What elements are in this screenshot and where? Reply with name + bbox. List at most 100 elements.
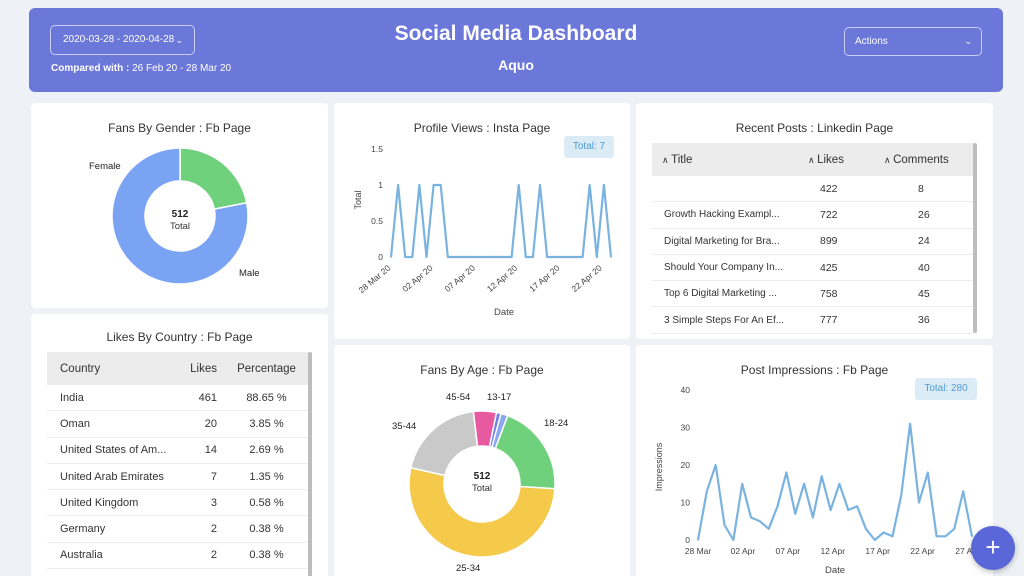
x-tick-label: 17 Apr — [865, 546, 890, 556]
country-percentage: 1.35 % — [249, 470, 284, 483]
x-tick-label: 02 Apr 20 — [400, 263, 435, 294]
plus-icon: + — [985, 532, 1001, 562]
legend-female: Female — [89, 161, 121, 172]
table-row[interactable]: United Kingdom 3 0.58 % — [47, 490, 308, 517]
post-title: Growth Hacking Exampl... — [664, 209, 780, 221]
column-country[interactable]: Country — [60, 362, 101, 375]
data-point — [588, 184, 591, 186]
data-point — [425, 256, 428, 258]
sort-icon: ∧ — [808, 154, 818, 165]
data-point — [962, 490, 964, 493]
data-point — [803, 482, 805, 485]
y-tick-label: 10 — [681, 498, 691, 508]
x-tick-label: 22 Apr — [910, 546, 935, 556]
x-tick-label: 17 Apr 20 — [527, 263, 562, 294]
x-axis-label: Date — [494, 307, 514, 318]
actions-dropdown[interactable]: Actions ⌄ — [844, 27, 982, 56]
x-tick-label: 28 Mar — [685, 546, 712, 556]
data-point — [812, 516, 814, 519]
data-point — [776, 505, 779, 508]
add-button[interactable]: + — [971, 526, 1015, 570]
y-tick-label: 0.5 — [371, 216, 383, 226]
table-row[interactable]: Australia 2 0.38 % — [47, 543, 308, 570]
column-likes[interactable]: ∧ Likes — [808, 153, 844, 166]
table-row[interactable]: Germany 2 0.38 % — [47, 516, 308, 543]
card-title: Profile Views : Insta Page — [413, 121, 551, 135]
label-35-44: 35-44 — [392, 421, 416, 432]
slice-25-34[interactable] — [408, 466, 556, 558]
data-point — [553, 256, 556, 258]
data-point — [581, 256, 584, 258]
country-percentage: 88.65 % — [246, 391, 287, 404]
table-row[interactable]: Digital Marketing for Bra... 899 24 — [652, 229, 973, 255]
compared-with: Compared with : 26 Feb 20 - 28 Mar 20 — [51, 63, 231, 74]
compared-range: 26 Feb 20 - 28 Mar 20 — [132, 63, 232, 74]
data-point — [697, 539, 699, 541]
data-point — [603, 184, 605, 186]
data-point — [767, 527, 770, 530]
data-point — [596, 256, 598, 258]
x-axis-label: Date — [825, 565, 845, 576]
country-likes: 7 — [210, 470, 217, 483]
data-point — [439, 184, 442, 186]
table-row[interactable]: Should Your Company In... 425 40 — [652, 255, 973, 282]
card-title: Likes By Country : Fb Page — [106, 330, 253, 344]
x-tick-label: 12 Apr — [820, 546, 845, 556]
data-point — [935, 535, 938, 538]
legend-male: Male — [239, 268, 260, 279]
slice-55-64[interactable] — [488, 411, 502, 449]
data-point — [503, 256, 506, 258]
slice-35-44[interactable] — [409, 410, 479, 477]
table-row[interactable]: Growth Hacking Exampl... 722 26 — [652, 202, 973, 229]
table-row[interactable]: India 461 88.65 % — [47, 385, 308, 412]
total-label: Total — [472, 483, 492, 494]
label-45-54: 45-54 — [446, 392, 470, 403]
recent-posts-table: ∧ Title ∧ Likes ∧ Comments 422 8 Growth Ha… — [652, 143, 973, 334]
x-tick-label: 12 Apr 20 — [485, 263, 520, 294]
data-point — [873, 539, 876, 541]
data-point — [532, 256, 534, 258]
profile-views-card: Profile Views : Insta Page Total: 7 Tota… — [334, 103, 630, 339]
label-18-24: 18-24 — [544, 418, 568, 429]
card-title: Fans By Gender : Fb Page — [108, 121, 251, 135]
table-row[interactable]: Oman 20 3.85 % — [47, 411, 308, 438]
scrollbar[interactable] — [973, 143, 977, 333]
card-title: Post Impressions : Fb Page — [740, 363, 889, 377]
country-likes: 14 — [204, 444, 217, 457]
total-label: Total — [170, 221, 190, 232]
post-comments: 8 — [918, 182, 924, 195]
data-point — [510, 256, 513, 258]
post-impressions-card: Post Impressions : Fb Page Total: 280 Im… — [636, 345, 993, 576]
country-name: United Kingdom — [60, 496, 139, 509]
data-point — [525, 256, 527, 258]
series-line — [389, 183, 613, 259]
y-tick-label: 40 — [681, 385, 691, 395]
country-likes: 2 — [210, 523, 217, 536]
post-title: Digital Marketing for Bra... — [664, 235, 780, 247]
post-comments: 26 — [918, 208, 930, 221]
fans-by-age-card: Fans By Age : Fb Page 512 Total 45-54 13… — [334, 345, 630, 576]
post-likes: 722 — [820, 208, 838, 221]
table-row[interactable]: United States of Am... 14 2.69 % — [47, 438, 308, 464]
column-title[interactable]: ∧ Title — [662, 153, 693, 166]
table-row[interactable]: 422 8 — [652, 176, 973, 203]
slice-male[interactable] — [111, 147, 249, 285]
total-value: 512 — [474, 471, 491, 482]
chevron-down-icon: ⌄ — [964, 36, 972, 46]
table-row[interactable]: Top 6 Digital Marketing ... 758 45 — [652, 281, 973, 308]
data-point — [723, 524, 726, 526]
table-row[interactable]: United Arab Emirates 7 1.35 % — [47, 464, 308, 491]
column-percentage[interactable]: Percentage — [237, 362, 296, 375]
table-row[interactable]: Canada20.38 % — [47, 569, 308, 576]
column-comments[interactable]: ∧ Comments — [884, 153, 949, 166]
table-row[interactable]: 3 Simple Steps For An Ef... 777 36 — [652, 307, 973, 334]
x-tick-label: 27 Apr — [955, 546, 980, 556]
column-likes[interactable]: Likes — [190, 362, 217, 375]
data-point — [539, 184, 541, 186]
x-tick-label: 28 Mar 20 — [357, 263, 393, 295]
date-range-picker[interactable]: 2020-03-28 - 2020-04-28 ⌄ — [50, 25, 195, 55]
slice-female[interactable] — [179, 147, 248, 211]
scrollbar[interactable] — [308, 352, 312, 576]
data-point — [517, 184, 520, 186]
data-point — [404, 256, 406, 258]
